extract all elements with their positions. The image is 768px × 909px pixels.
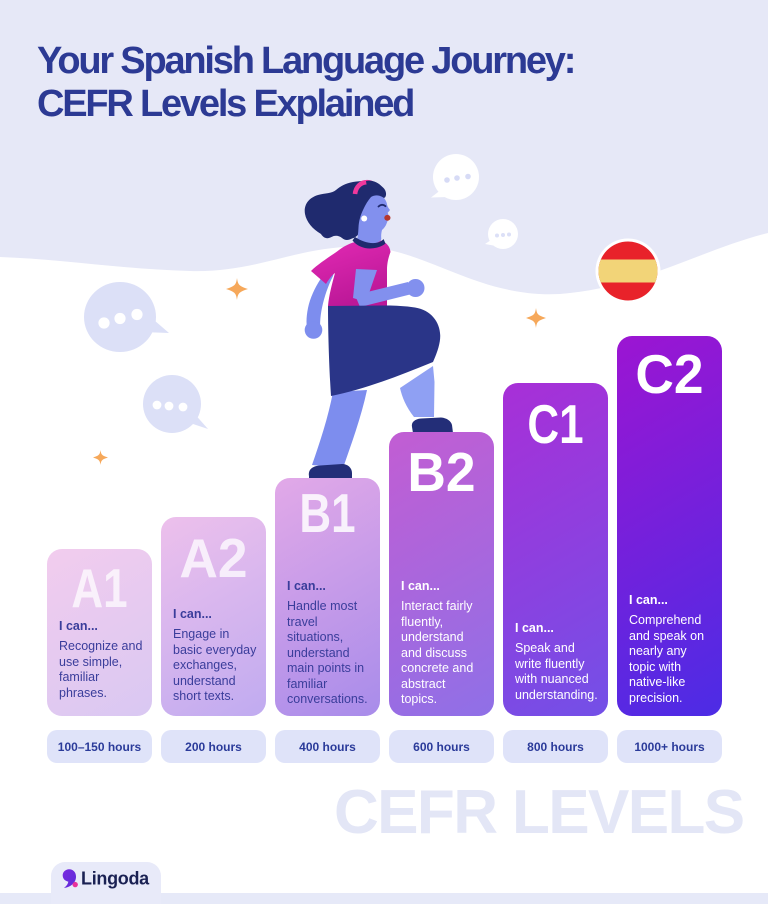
svg-text:Lingoda: Lingoda bbox=[81, 869, 150, 889]
